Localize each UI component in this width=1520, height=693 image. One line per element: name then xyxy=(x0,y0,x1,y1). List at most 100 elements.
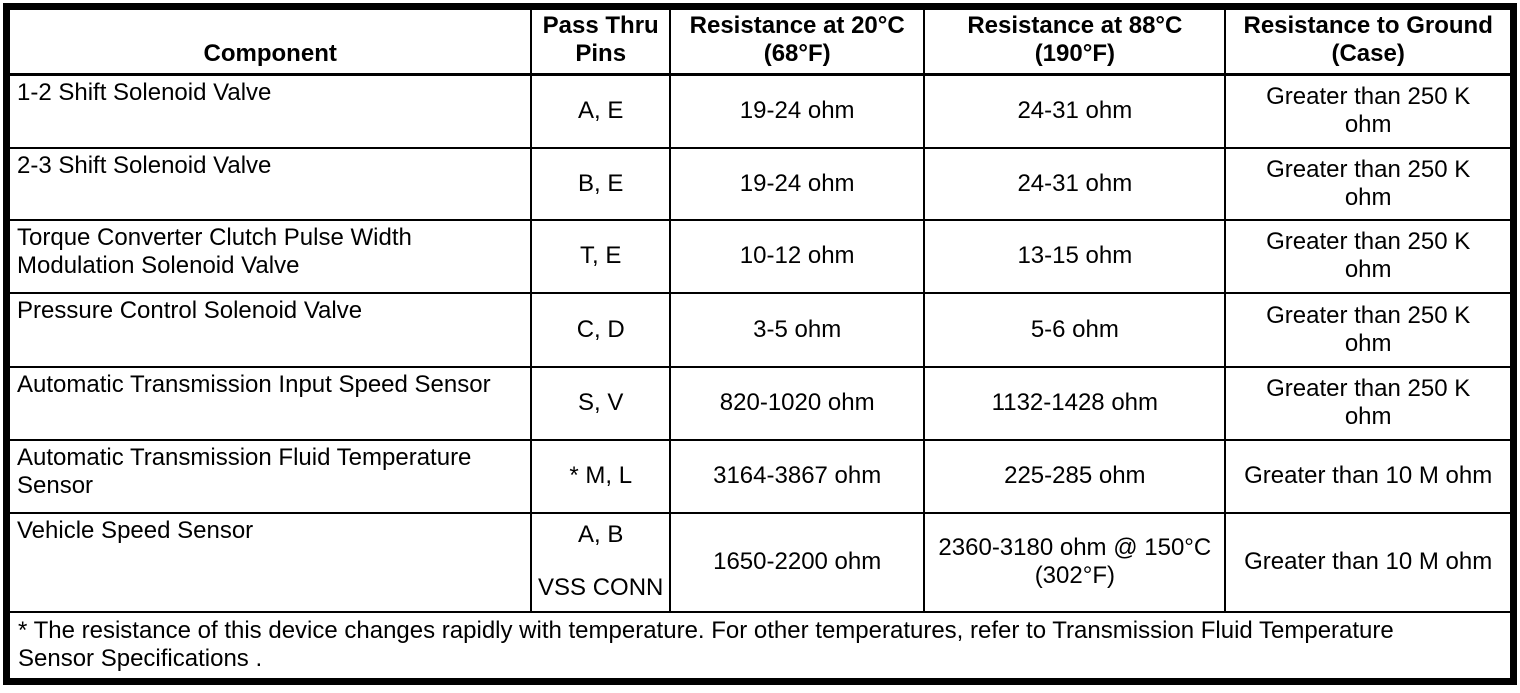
text-line: * M, L xyxy=(569,462,633,489)
text-line: (68°F) xyxy=(763,40,831,67)
text-line: ohm xyxy=(1344,256,1392,283)
text-line: A, B xyxy=(578,521,624,548)
footnote-row: * The resistance of this device changes … xyxy=(5,610,1515,683)
text-line: Greater than 250 K xyxy=(1266,375,1471,402)
resistance-88c-cell: 13-15 ohm xyxy=(923,218,1227,294)
text-line: ohm xyxy=(1344,329,1392,357)
text-line: 820-1020 ohm xyxy=(719,389,875,416)
header-resistance-88c: Resistance at 88°C (190°F) xyxy=(923,5,1227,76)
text-line: Sensor Specifications . xyxy=(18,645,263,673)
text-line: Resistance at 88°C xyxy=(967,12,1183,39)
resistance-20c-cell: 19-24 ohm xyxy=(669,73,926,149)
text-line: Greater than 250 K xyxy=(1266,83,1471,111)
text-line: Sensor xyxy=(17,471,94,499)
header-text: Resistance at 20°C (68°F) xyxy=(673,12,921,68)
resistance-88c-cell: 1132-1428 ohm xyxy=(923,365,1227,441)
text-line: Vehicle Speed Sensor xyxy=(17,516,254,544)
resistance-ground-cell: Greater than 10 M ohm xyxy=(1224,438,1515,514)
component-cell: Torque Converter Clutch Pulse Width Modul… xyxy=(5,218,533,294)
component-cell: Automatic Transmission Fluid Temperature… xyxy=(5,438,533,514)
text-line: C, D xyxy=(576,315,625,343)
header-text: Component xyxy=(12,40,528,68)
pins-cell: A, E xyxy=(530,73,672,149)
text-line: Pass Thru xyxy=(542,12,659,39)
resistance-20c-cell: 3-5 ohm xyxy=(669,291,926,368)
header-resistance-20c: Resistance at 20°C (68°F) xyxy=(669,5,926,76)
text-line: * The resistance of this device changes … xyxy=(18,617,1394,645)
text-line: 5-6 ohm xyxy=(1030,315,1119,343)
resistance-ground-cell: Greater than 10 M ohm xyxy=(1224,511,1515,613)
table-row: 1-2 Shift Solenoid Valve A, E 19-24 ohm … xyxy=(5,73,1515,149)
text-line: ohm xyxy=(1344,183,1392,211)
resistance-88c-cell: 5-6 ohm xyxy=(923,291,1227,368)
text-line: Automatic Transmission Input Speed Senso… xyxy=(17,370,491,398)
text-line: VSS CONN xyxy=(538,574,664,601)
text-line: ohm xyxy=(1344,403,1392,430)
table-row: 2-3 Shift Solenoid Valve B, E 19-24 ohm … xyxy=(5,146,1515,221)
table-row: Pressure Control Solenoid Valve C, D 3-5… xyxy=(5,291,1515,368)
pins-cell: B, E xyxy=(530,146,672,221)
resistance-20c-cell: 820-1020 ohm xyxy=(669,365,926,441)
header-text: Pass Thru Pins xyxy=(534,12,667,68)
text-line: B, E xyxy=(578,169,624,197)
pins-cell: C, D xyxy=(530,291,672,368)
pins-cell: T, E xyxy=(530,218,672,294)
text-line: 3-5 ohm xyxy=(753,315,842,343)
text-line: T, E xyxy=(580,242,622,269)
text-line: Pins xyxy=(575,40,627,67)
text-line: Modulation Solenoid Valve xyxy=(17,251,300,279)
header-component: Component xyxy=(5,5,533,76)
table-row: Torque Converter Clutch Pulse Width Modul… xyxy=(5,218,1515,294)
text-line: (Case) xyxy=(1331,40,1405,67)
resistance-20c-cell: 1650-2200 ohm xyxy=(669,511,926,613)
resistance-20c-cell: 19-24 ohm xyxy=(669,146,926,221)
text-line: Resistance to Ground xyxy=(1243,12,1493,39)
pins-cell: A, B VSS CONN xyxy=(530,511,672,613)
text-line: 19-24 ohm xyxy=(739,169,855,197)
text-line: (302°F) xyxy=(1034,562,1115,589)
text-line: 1132-1428 ohm xyxy=(991,389,1159,416)
text-line: Resistance at 20°C xyxy=(689,12,905,39)
footnote-cell: * The resistance of this device changes … xyxy=(5,610,1515,683)
component-cell: Vehicle Speed Sensor xyxy=(5,511,533,613)
component-cell: Pressure Control Solenoid Valve xyxy=(5,291,533,368)
text-line: (190°F) xyxy=(1034,40,1115,67)
text-line: Automatic Transmission Fluid Temperature xyxy=(17,443,472,471)
text-line: Component xyxy=(203,40,337,67)
pins-cell: S, V xyxy=(530,365,672,441)
header-text: Resistance to Ground (Case) xyxy=(1228,12,1508,68)
text-line: 225-285 ohm xyxy=(1004,462,1146,489)
table-row: Automatic Transmission Input Speed Senso… xyxy=(5,365,1515,441)
text-line: 19-24 ohm xyxy=(739,97,855,125)
text-line: 24-31 ohm xyxy=(1017,169,1133,197)
component-cell: 2-3 Shift Solenoid Valve xyxy=(5,146,533,221)
text-line: 10-12 ohm xyxy=(739,242,855,269)
resistance-88c-cell: 24-31 ohm xyxy=(923,73,1227,149)
text-line: Torque Converter Clutch Pulse Width xyxy=(17,223,412,251)
table-row: Automatic Transmission Fluid Temperature… xyxy=(5,438,1515,514)
text-line: 1650-2200 ohm xyxy=(713,548,882,575)
resistance-spec-table: Component Pass Thru Pins Resistance at 20… xyxy=(3,3,1517,685)
component-cell: Automatic Transmission Input Speed Senso… xyxy=(5,365,533,441)
resistance-20c-cell: 10-12 ohm xyxy=(669,218,926,294)
resistance-88c-cell: 225-285 ohm xyxy=(923,438,1227,514)
resistance-88c-cell: 24-31 ohm xyxy=(923,146,1227,221)
header-pass-thru-pins: Pass Thru Pins xyxy=(530,5,672,76)
text-line: 2360-3180 ohm @ 150°C xyxy=(938,534,1212,561)
text-line: Greater than 250 K xyxy=(1266,301,1471,329)
text-line: A, E xyxy=(578,97,624,125)
header-resistance-ground: Resistance to Ground (Case) xyxy=(1224,5,1515,76)
text-line: 2-3 Shift Solenoid Valve xyxy=(17,151,272,179)
header-text: Resistance at 88°C (190°F) xyxy=(927,12,1222,68)
table-row: Vehicle Speed Sensor A, B VSS CONN 1650-2… xyxy=(5,511,1515,613)
component-cell: 1-2 Shift Solenoid Valve xyxy=(5,73,533,149)
text-line: 3164-3867 ohm xyxy=(713,462,882,489)
text-line: Pressure Control Solenoid Valve xyxy=(17,296,363,324)
text-line: Greater than 10 M ohm xyxy=(1244,462,1493,489)
text-line: Greater than 10 M ohm xyxy=(1244,548,1493,575)
text-line: Greater than 250 K xyxy=(1266,155,1471,183)
